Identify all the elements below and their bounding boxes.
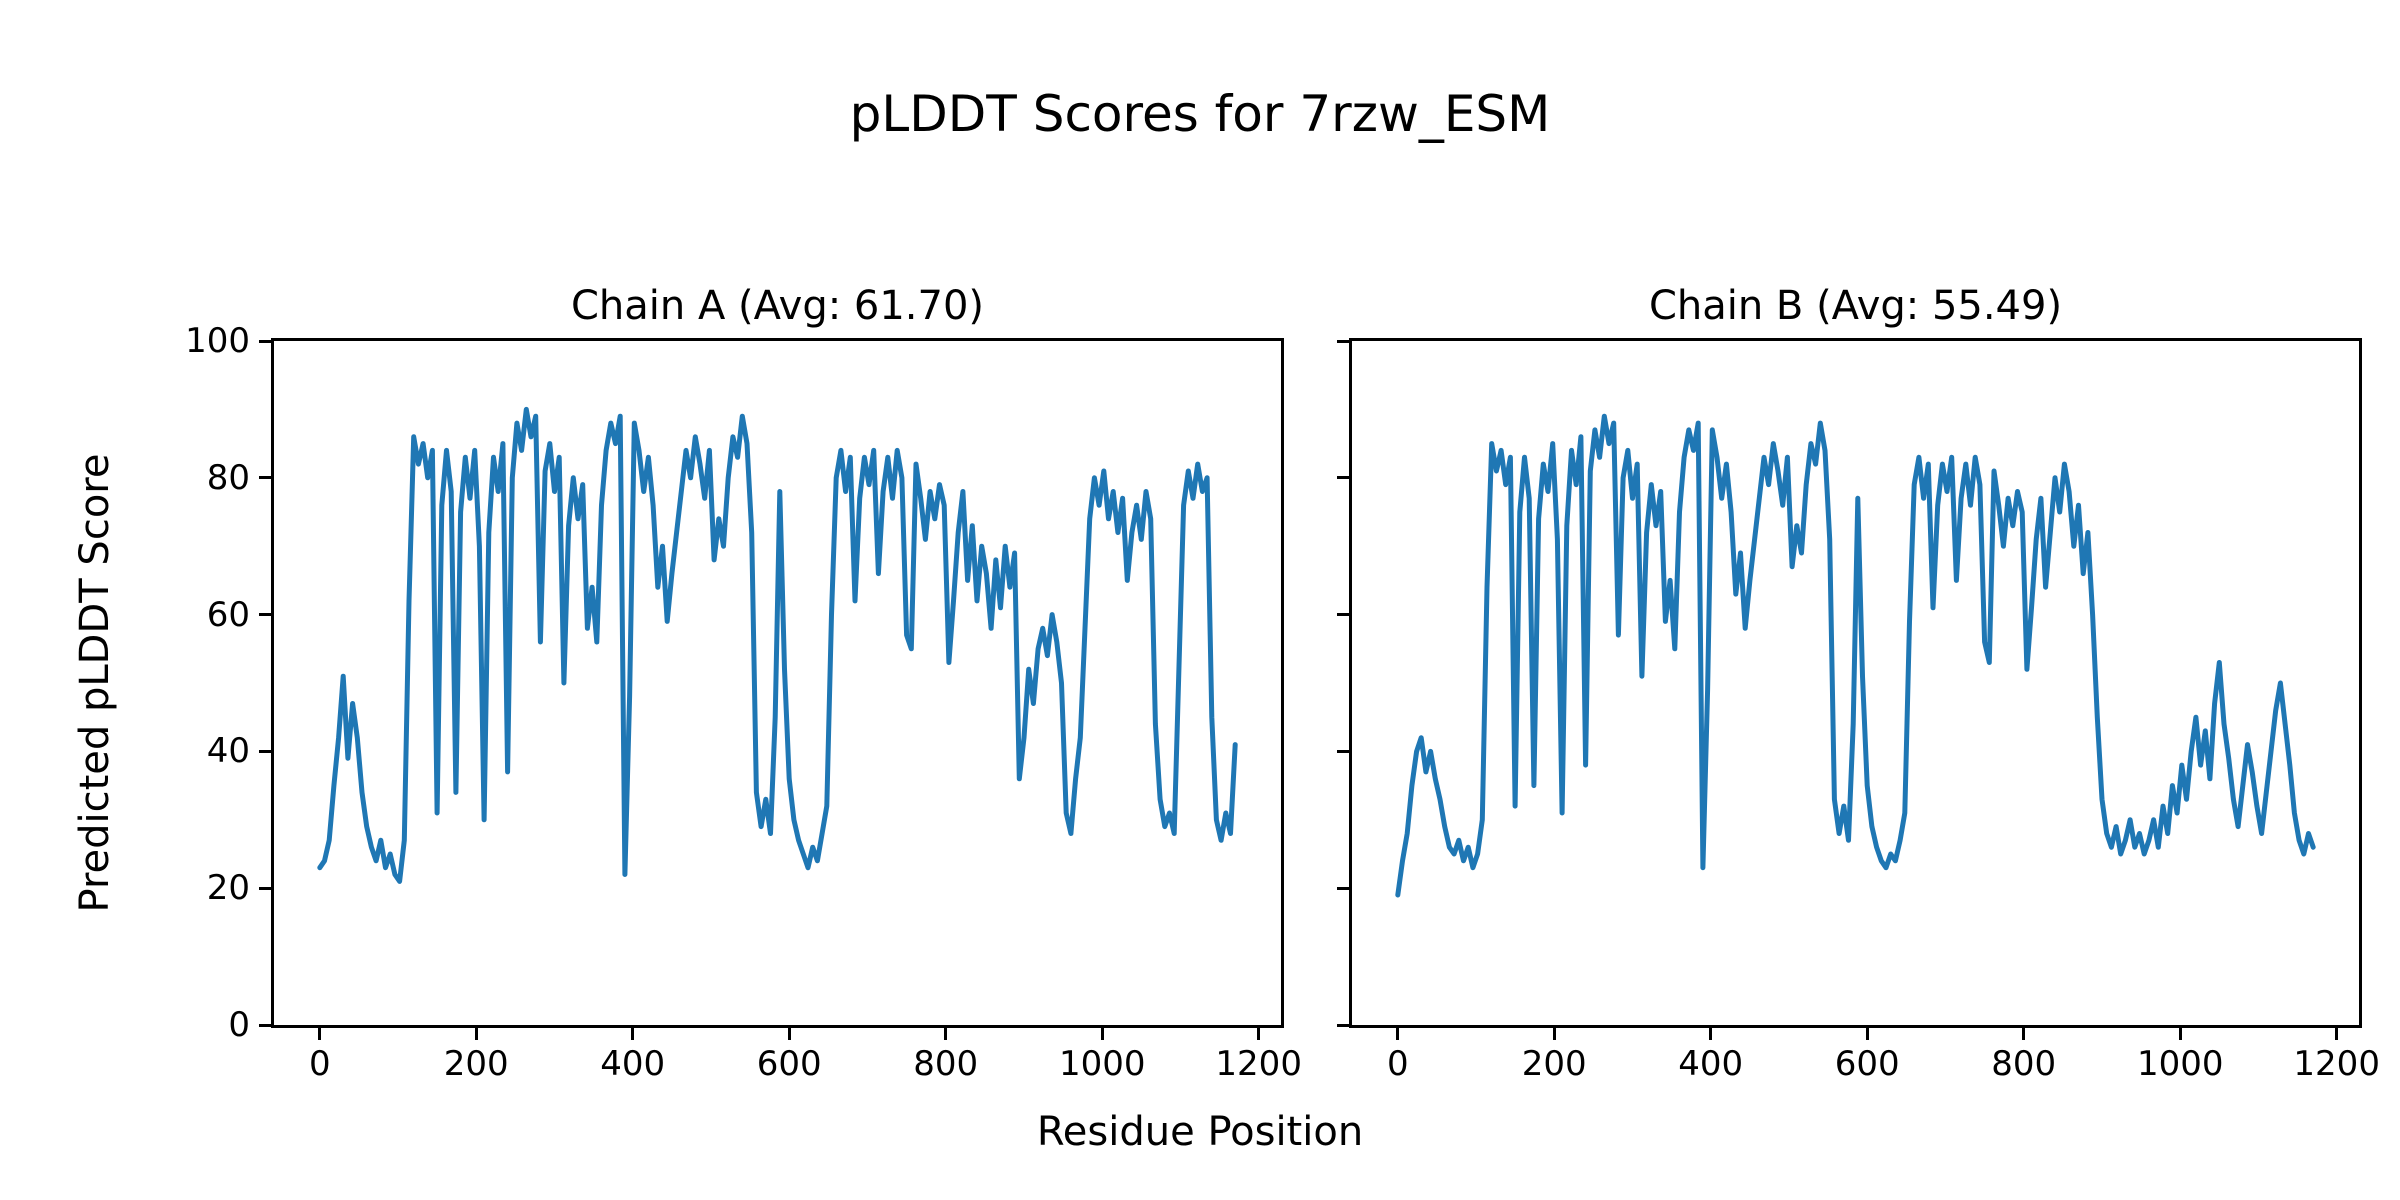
- x-tick-label: 1000: [1058, 1044, 1146, 1084]
- y-tick-label: 0: [228, 1005, 250, 1045]
- x-tick-label: 1000: [2136, 1044, 2224, 1084]
- y-tick-mark: [259, 613, 271, 617]
- plddt-line-chain-a: [317, 406, 1238, 884]
- x-tick-label: 0: [308, 1044, 331, 1084]
- y-tick-label: 60: [206, 594, 250, 635]
- subplot-title-chain-b: Chain B (Avg: 55.49): [1648, 283, 2063, 329]
- x-tick-label: 200: [443, 1044, 509, 1084]
- y-tick-label: 80: [206, 457, 250, 498]
- y-axis-label: Predicted pLDDT Score: [72, 453, 118, 913]
- y-tick-label: 100: [185, 321, 250, 361]
- x-tick-mark: [631, 1028, 635, 1040]
- y-tick-mark: [259, 339, 271, 343]
- x-tick-mark: [944, 1028, 948, 1040]
- x-tick-label: 800: [913, 1044, 979, 1084]
- x-tick-mark: [1865, 1028, 1869, 1040]
- y-tick-label: 40: [206, 731, 250, 772]
- y-tick-mark: [1337, 476, 1349, 480]
- x-tick-mark: [1552, 1028, 1556, 1040]
- x-tick-label: 800: [1991, 1044, 2057, 1084]
- y-tick-mark: [1337, 749, 1349, 753]
- chain-a-line-chart: [317, 406, 1238, 884]
- x-tick-label: 400: [600, 1044, 666, 1084]
- x-tick-mark: [2335, 1028, 2339, 1040]
- chain-b-line-chart: [1395, 413, 2316, 898]
- x-tick-mark: [474, 1028, 478, 1040]
- x-tick-label: 400: [1678, 1044, 1744, 1084]
- x-tick-mark: [2178, 1028, 2182, 1040]
- y-tick-mark: [259, 886, 271, 890]
- x-tick-mark: [1396, 1028, 1400, 1040]
- chain-b-plot-area: 0 200 400 600 800 1000 1200: [1337, 338, 2380, 1083]
- y-tick-mark: [1337, 613, 1349, 617]
- subplot-title-chain-a: Chain A (Avg: 61.70): [570, 283, 985, 329]
- x-tick-label: 1200: [2293, 1044, 2380, 1084]
- x-tick-mark: [1257, 1028, 1261, 1040]
- x-tick-mark: [2022, 1028, 2026, 1040]
- x-tick-mark: [318, 1028, 322, 1040]
- plddt-line-chain-b: [1395, 413, 2316, 898]
- y-tick-mark: [1337, 886, 1349, 890]
- y-tick-label: 20: [206, 868, 250, 909]
- x-tick-label: 1200: [1215, 1044, 1302, 1084]
- x-tick-label: 600: [1834, 1044, 1900, 1084]
- y-tick-mark: [259, 476, 271, 480]
- y-tick-mark: [1337, 339, 1349, 343]
- y-tick-mark: [259, 749, 271, 753]
- x-tick-mark: [1100, 1028, 1104, 1040]
- x-axis-label: Residue Position: [1036, 1109, 1364, 1155]
- x-tick-label: 200: [1521, 1044, 1587, 1084]
- x-tick-mark: [787, 1028, 791, 1040]
- x-tick-mark: [1709, 1028, 1713, 1040]
- x-tick-label: 0: [1386, 1044, 1409, 1084]
- y-tick-mark: [1337, 1023, 1349, 1027]
- figure-title: pLDDT Scores for 7rzw_ESM: [849, 85, 1551, 143]
- x-tick-label: 600: [756, 1044, 822, 1084]
- y-tick-mark: [259, 1023, 271, 1027]
- chain-a-plot-area: 0 200 400 600 800 1000 1200 0 20 40 60 80 100: [185, 322, 1302, 1083]
